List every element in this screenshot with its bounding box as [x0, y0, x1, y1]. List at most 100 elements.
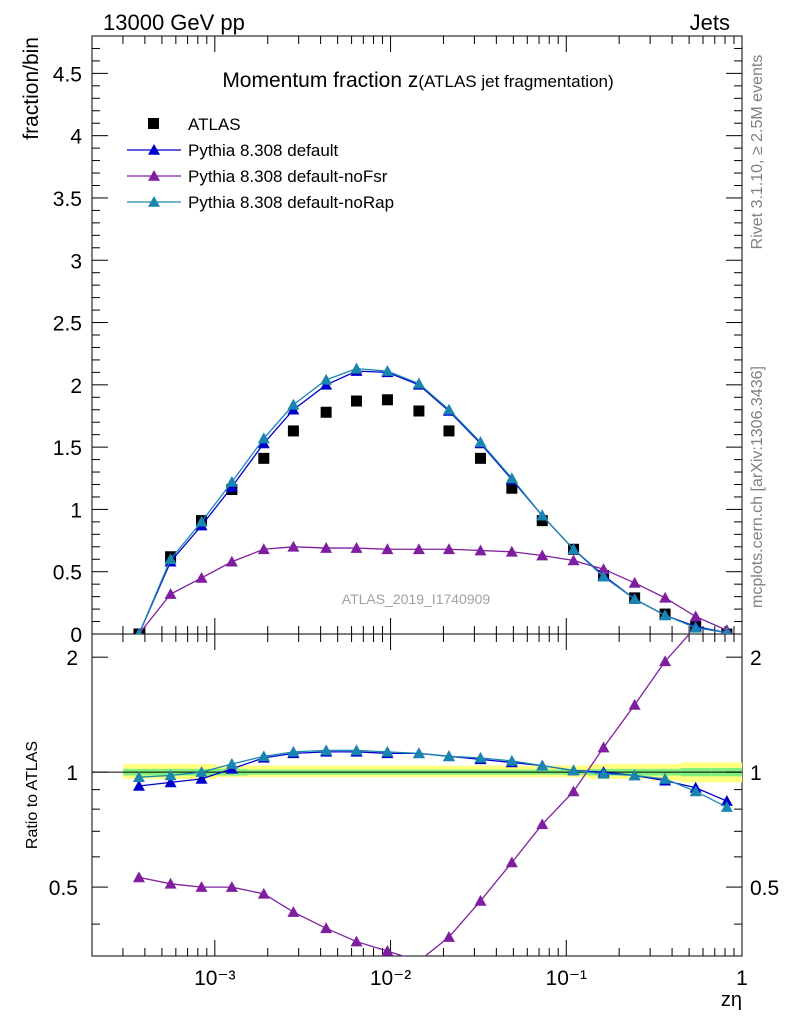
- series-3-point: [628, 593, 641, 604]
- series-3-ratio-line: [138, 749, 728, 808]
- series-2-ratio-point: [442, 931, 455, 942]
- ratio-plot-frame: [91, 633, 743, 957]
- series-1-ratio-point: [164, 776, 177, 788]
- series-0-point: [443, 425, 455, 437]
- series-3-point: [597, 570, 610, 582]
- series-2-point: [628, 576, 641, 588]
- series-2-point: [659, 591, 672, 603]
- series-3-ratio-point: [474, 751, 487, 763]
- chart-title: Momentum fraction z(ATLAS jet fragmentat…: [222, 69, 613, 92]
- legend-label-2: Pythia 8.308 default-noFsr: [188, 167, 388, 186]
- series-3-point: [442, 403, 455, 415]
- ratio-ytick-label: 0.5: [49, 877, 78, 900]
- series-3-ratio-point: [597, 767, 610, 779]
- series-2-point: [536, 549, 549, 561]
- series-2-ratio-point: [195, 881, 208, 892]
- series-2-ratio-line: [138, 634, 691, 956]
- main-ytick-label: 3.5: [53, 188, 82, 211]
- chart-title-main: Momentum fraction z: [222, 69, 418, 92]
- main-ytick-label: 1.5: [53, 437, 82, 460]
- series-2-ratio-point: [287, 906, 300, 917]
- series-3-point: [164, 553, 177, 565]
- series-3-ratio-point: [164, 769, 177, 781]
- series-3-ratio-point: [287, 745, 300, 757]
- series-3-ratio-point: [257, 750, 270, 762]
- legend-marker-2: [148, 170, 160, 181]
- series-3-point: [412, 377, 425, 389]
- x-axis-label: zη: [721, 989, 742, 1011]
- series-3-line: [138, 367, 727, 634]
- ratio-y-axis-label: Ratio to ATLAS: [24, 741, 41, 849]
- series-3-ratio-point: [442, 750, 455, 762]
- series-2-point: [412, 543, 425, 555]
- series-3-point: [350, 362, 363, 374]
- x-axis: 10⁻³ 10⁻² 10⁻¹ 1: [91, 36, 748, 990]
- series-2-ratio-point: [225, 881, 238, 892]
- series-2-ratio-point: [381, 945, 394, 956]
- series-2-point: [257, 543, 270, 555]
- series-2-ratio-point: [132, 871, 145, 883]
- y-axis-label: fraction/bin: [20, 37, 43, 140]
- series-3-ratio-point: [659, 772, 672, 784]
- series-3-ratio-point: [381, 745, 394, 757]
- series-3-ratio-point: [412, 747, 425, 759]
- legend-label-3: Pythia 8.308 default-noRap: [188, 193, 394, 212]
- series-2-ratio-point: [659, 655, 672, 667]
- series-2-ratio-point: [536, 818, 549, 830]
- series-2-point: [474, 544, 487, 556]
- series-3-point: [135, 628, 143, 634]
- series-2-ratio-point: [350, 935, 363, 947]
- series-2-point: [442, 543, 455, 555]
- series-2-point: [505, 545, 518, 557]
- series-3-ratio-point: [628, 769, 641, 781]
- series-2-point: [689, 610, 702, 622]
- series-1-ratio-point: [720, 795, 733, 806]
- xtick-label: 10⁻³: [194, 967, 235, 990]
- chart-title-paren: (ATLAS jet fragmentation): [418, 72, 613, 91]
- series-3-ratio-point: [132, 771, 145, 782]
- legend-label-0: ATLAS: [188, 115, 241, 134]
- header-left: 13000 GeV pp: [103, 10, 245, 35]
- series-3-point: [320, 373, 333, 385]
- ratio-ytick-label: 1: [66, 762, 78, 785]
- main-ytick-label: 3: [70, 250, 82, 273]
- series-0-point: [320, 406, 332, 418]
- xtick-label: 1: [736, 967, 748, 990]
- ratio-ytick-label-right: 0.5: [750, 877, 779, 900]
- main-ytick-label: 4.5: [53, 63, 82, 86]
- legend-label-1: Pythia 8.308 default: [188, 141, 339, 160]
- series-3-ratio-point: [195, 766, 208, 777]
- ratio-series-group: [132, 634, 733, 956]
- main-ytick-label: 1: [70, 499, 82, 522]
- series-2-ratio-point: [628, 698, 641, 710]
- series-3-point: [287, 398, 300, 410]
- series-1-ratio-point: [195, 772, 208, 784]
- series-2-point: [567, 554, 580, 566]
- legend-marker-0: [148, 118, 159, 129]
- series-3-ratio-point: [505, 754, 518, 766]
- series-3-point: [659, 609, 672, 621]
- series-3-point: [567, 543, 580, 555]
- series-3-ratio-point: [225, 758, 238, 769]
- series-0-point: [536, 515, 548, 527]
- legend-marker-1: [148, 144, 160, 155]
- series-3-ratio-point: [350, 744, 363, 756]
- side-label-mcplots: mcplots.cern.ch [arXiv:1306.3436]: [749, 366, 766, 608]
- series-3-point: [722, 626, 731, 634]
- series-2-point: [287, 540, 300, 552]
- series-3-point: [195, 515, 208, 527]
- series-3-point: [225, 476, 238, 487]
- series-0-point: [506, 482, 518, 494]
- series-3-ratio-point: [689, 785, 702, 797]
- series-2-point: [225, 555, 238, 567]
- series-2-point: [320, 542, 333, 553]
- series-0-point: [350, 395, 362, 407]
- series-0-point: [475, 452, 487, 464]
- series-3-point: [381, 365, 394, 376]
- ratio-ytick-label-right: 2: [750, 647, 762, 670]
- legend-marker-3: [148, 196, 160, 207]
- series-3-ratio-point: [720, 801, 733, 812]
- series-0-point: [287, 425, 299, 437]
- series-3-point: [505, 472, 518, 484]
